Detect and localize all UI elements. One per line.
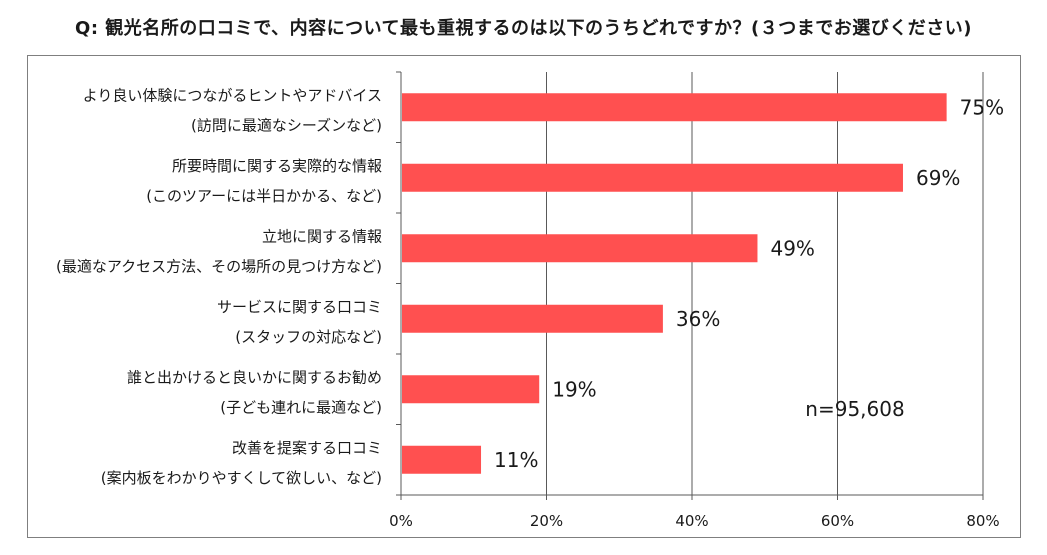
- bar-6: [402, 445, 482, 474]
- category-sublabel-4: (スタッフの対応など): [235, 328, 382, 346]
- category-label-4: サービスに関する口コミ: [217, 298, 382, 316]
- chart-frame: [27, 55, 1021, 538]
- value-label-3: 49%: [770, 236, 814, 260]
- x-tick-label-60: 60%: [821, 512, 854, 530]
- category-sublabel-3: (最適なアクセス方法、その場所の見つけ方など): [56, 257, 382, 275]
- x-tick-label-20: 20%: [530, 512, 563, 530]
- category-label-2: 所要時間に関する実際的な情報: [172, 157, 382, 175]
- bars: [402, 93, 947, 474]
- x-tick-label-40: 40%: [675, 512, 708, 530]
- bar-3: [402, 234, 758, 263]
- bar-5: [402, 375, 540, 404]
- category-label-5: 誰と出かけると良いかに関するお勧め: [127, 368, 382, 386]
- category-sublabel-1: (訪問に最適なシーズンなど): [191, 116, 382, 134]
- x-tick-label-0: 0%: [389, 512, 413, 530]
- value-label-2: 69%: [916, 166, 960, 190]
- category-label-1: より良い体験につながるヒントやアドバイス: [83, 86, 382, 104]
- category-sublabel-5: (子ども連れに最適など): [220, 398, 382, 416]
- category-label-6: 改善を提案する口コミ: [232, 439, 382, 457]
- bar-4: [402, 304, 663, 333]
- category-label-3: 立地に関する情報: [262, 227, 382, 245]
- labels: 75% より良い体験につながるヒントやアドバイス (訪問に最適なシーズンなど) 69%…: [56, 86, 1004, 487]
- value-label-4: 36%: [676, 307, 720, 331]
- sample-size-note: n=95,608: [805, 397, 904, 421]
- category-sublabel-2: (このツアーには半日かかる、など): [146, 187, 382, 205]
- value-label-1: 75%: [960, 95, 1004, 119]
- value-label-6: 11%: [494, 448, 538, 472]
- bar-2: [402, 163, 903, 192]
- x-tick-label-80: 80%: [966, 512, 999, 530]
- grid-lines: [546, 72, 984, 495]
- value-label-5: 19%: [552, 377, 596, 401]
- category-sublabel-6: (案内板をわかりやすくして欲しい、など): [101, 469, 382, 487]
- chart-title: Q: 観光名所の口コミで、内容について最も重視するのは以下のうちどれですか？(３…: [75, 18, 972, 39]
- bar-1: [402, 93, 947, 122]
- axis: 0% 20% 40% 60% 80%: [389, 71, 1000, 530]
